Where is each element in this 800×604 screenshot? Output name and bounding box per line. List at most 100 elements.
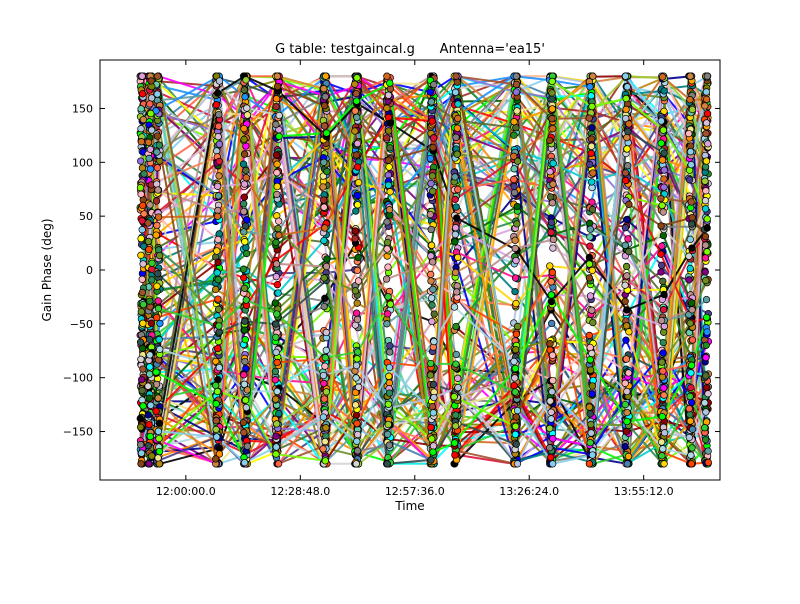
data-point	[512, 330, 521, 338]
data-point	[242, 403, 250, 412]
y-axis-label: Gain Phase (deg)	[40, 218, 54, 321]
data-point	[702, 88, 711, 96]
series-line	[140, 73, 708, 465]
data-point	[624, 235, 632, 243]
data-point	[352, 89, 360, 98]
data-point	[586, 242, 594, 250]
data-point	[319, 183, 327, 191]
data-point	[546, 424, 554, 433]
data-point	[215, 110, 223, 119]
data-point	[427, 294, 436, 302]
data-point	[624, 162, 632, 170]
data-point	[240, 200, 248, 208]
data-point	[546, 262, 554, 270]
data-point	[353, 299, 361, 307]
data-point	[622, 262, 631, 271]
data-point	[212, 400, 220, 408]
data-point	[243, 386, 252, 394]
data-point	[513, 406, 522, 415]
data-point	[212, 417, 220, 425]
data-point	[352, 97, 361, 105]
data-point	[512, 299, 520, 308]
data-point	[685, 433, 693, 442]
data-point	[213, 212, 222, 220]
y-tick-label: −100	[63, 372, 93, 385]
data-point	[657, 438, 666, 446]
data-point	[152, 231, 160, 239]
data-point	[623, 417, 631, 426]
data-point	[546, 193, 555, 201]
data-point	[274, 460, 283, 468]
data-point	[138, 288, 147, 297]
data-point	[687, 299, 696, 307]
data-point	[621, 379, 629, 387]
data-point	[155, 460, 164, 468]
data-point	[589, 169, 597, 177]
data-point	[146, 363, 154, 371]
data-point	[153, 221, 161, 230]
data-point	[701, 436, 710, 444]
data-point	[353, 419, 361, 428]
data-point	[588, 306, 596, 314]
data-point	[701, 102, 709, 110]
data-point	[512, 72, 520, 80]
data-point	[243, 216, 251, 224]
data-point	[687, 398, 696, 407]
data-point	[352, 207, 360, 215]
data-point	[213, 182, 222, 190]
data-point	[687, 198, 695, 206]
data-point	[322, 424, 330, 432]
data-point	[585, 114, 593, 122]
data-point	[704, 140, 712, 148]
data-point	[351, 401, 360, 409]
data-point	[547, 218, 556, 226]
data-point	[703, 110, 712, 118]
data-point	[214, 295, 222, 303]
y-tick-label: −150	[63, 426, 93, 439]
data-point	[385, 363, 394, 372]
data-point	[688, 425, 697, 433]
data-point	[351, 107, 359, 115]
data-point	[272, 432, 280, 440]
data-point	[426, 210, 434, 219]
series-line	[139, 75, 708, 424]
data-point	[587, 429, 595, 437]
data-point	[428, 403, 436, 411]
data-point	[512, 80, 521, 89]
data-point	[144, 411, 152, 419]
data-point	[549, 435, 557, 443]
data-point	[547, 408, 555, 416]
data-point	[453, 150, 461, 158]
marker-layer	[136, 72, 713, 468]
data-point	[685, 252, 693, 260]
data-point	[352, 361, 361, 370]
data-point	[275, 409, 283, 418]
data-point	[137, 157, 145, 165]
data-point	[212, 357, 220, 366]
data-point	[659, 306, 668, 314]
data-point	[429, 187, 437, 195]
data-point	[430, 310, 438, 318]
data-point	[241, 396, 250, 404]
data-point	[548, 89, 556, 97]
data-point	[154, 186, 162, 194]
data-point	[625, 200, 633, 208]
data-point	[351, 227, 360, 235]
data-point	[586, 160, 594, 169]
data-point	[512, 440, 520, 448]
data-point	[659, 126, 668, 134]
data-point	[273, 72, 281, 80]
data-point	[320, 395, 328, 403]
data-point	[213, 433, 221, 441]
data-point	[701, 424, 709, 432]
data-point	[426, 371, 435, 379]
data-point	[321, 362, 329, 370]
data-point	[511, 274, 520, 282]
data-point	[319, 371, 328, 380]
data-point	[146, 165, 155, 173]
data-point	[510, 131, 518, 139]
data-point	[139, 319, 147, 327]
data-point	[273, 281, 282, 289]
data-point	[138, 226, 146, 234]
data-point	[137, 190, 145, 198]
